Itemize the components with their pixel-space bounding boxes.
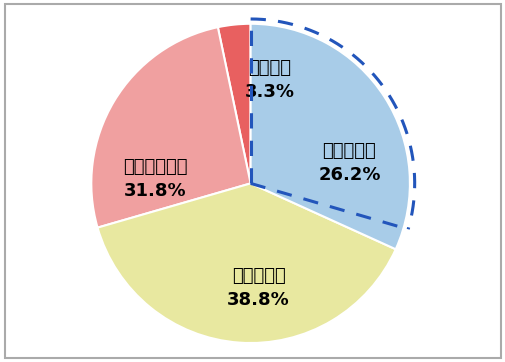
Text: 26.2%: 26.2%	[318, 167, 380, 184]
Wedge shape	[91, 27, 250, 228]
Text: 31.8%: 31.8%	[124, 182, 186, 201]
Text: まったくない: まったくない	[123, 159, 187, 176]
Text: たまにある: たまにある	[322, 143, 376, 160]
Text: あまりない: あまりない	[231, 267, 285, 285]
Wedge shape	[218, 24, 250, 184]
Text: 3.3%: 3.3%	[244, 83, 294, 101]
Wedge shape	[97, 184, 395, 343]
Text: 38.8%: 38.8%	[227, 291, 289, 309]
Text: よくある: よくある	[248, 59, 291, 77]
Wedge shape	[250, 24, 409, 249]
